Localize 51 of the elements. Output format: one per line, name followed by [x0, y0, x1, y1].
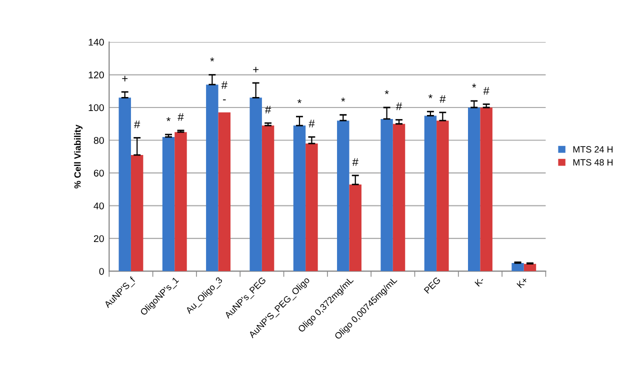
annotation: * — [166, 117, 170, 122]
annotation: # — [221, 81, 228, 89]
x-tick-label: K- — [474, 276, 485, 287]
bar — [293, 126, 306, 272]
annotation: # — [134, 120, 140, 128]
annotation: # — [440, 95, 446, 103]
annotation: + — [122, 76, 128, 82]
annotation: - — [223, 99, 226, 100]
legend-label: MTS 24 H — [573, 146, 613, 153]
bar — [424, 116, 437, 272]
y-tick-label: 20 — [94, 235, 104, 242]
y-tick-label: 120 — [88, 71, 104, 78]
annotation: * — [210, 57, 214, 62]
bar — [337, 120, 350, 272]
y-axis-title: % Cell Viability — [74, 124, 83, 188]
bar — [512, 263, 524, 272]
annotation: # — [352, 158, 358, 166]
annotation: # — [483, 87, 490, 95]
annotation: # — [396, 102, 402, 110]
legend-label: MTS 48 H — [573, 159, 613, 166]
y-tick-label: 60 — [94, 170, 104, 177]
bar — [306, 144, 318, 272]
annotation: * — [341, 98, 346, 102]
annotation: + — [253, 66, 259, 72]
bar — [468, 108, 480, 272]
annotation: # — [265, 106, 272, 114]
annotation: * — [428, 94, 432, 98]
annotation: # — [308, 120, 315, 128]
y-tick-label: 140 — [88, 38, 104, 46]
y-tick-label: 100 — [88, 104, 104, 112]
bar — [262, 126, 274, 272]
bar — [480, 108, 492, 272]
bar — [218, 112, 231, 272]
annotation: * — [384, 90, 389, 94]
y-tick-label: 0 — [99, 268, 104, 275]
bar — [174, 132, 187, 272]
x-tick-label: K+ — [516, 276, 528, 288]
y-tick-label: 40 — [94, 202, 104, 210]
bar — [250, 98, 262, 272]
annotation: # — [178, 113, 184, 121]
bar — [392, 124, 406, 272]
annotation: * — [472, 84, 476, 88]
bar — [130, 154, 144, 272]
bar — [162, 136, 175, 272]
bar — [380, 118, 393, 272]
bar — [118, 98, 131, 272]
bar — [206, 84, 218, 272]
bar — [349, 184, 362, 272]
y-tick-label: 80 — [94, 136, 104, 144]
bar — [436, 120, 449, 272]
annotation: * — [297, 99, 302, 104]
